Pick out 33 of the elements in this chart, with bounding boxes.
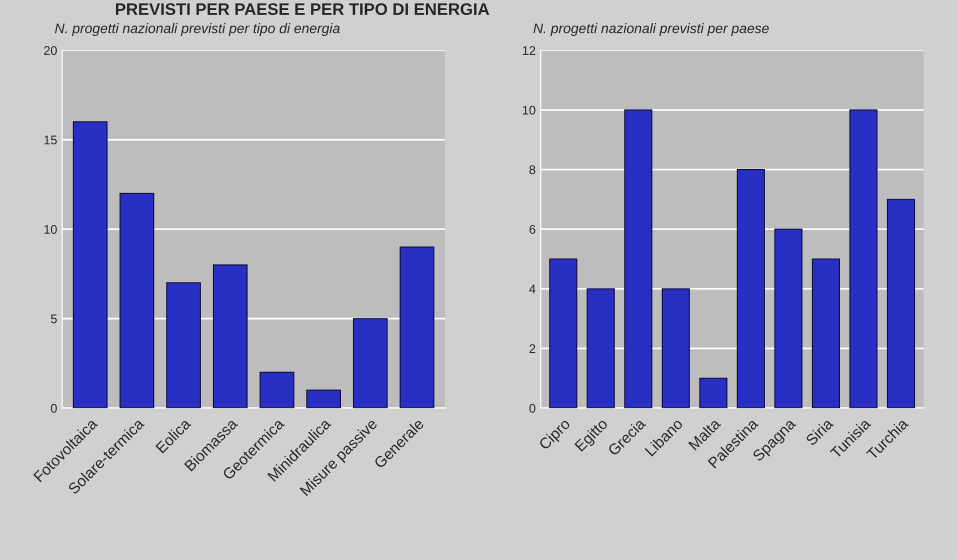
chart-title: N. progetti nazionali previsti per paese (533, 23, 769, 36)
bar (352, 318, 388, 408)
bar (166, 282, 201, 408)
y-tick-label: 10 (44, 224, 57, 234)
y-tick-label: 0 (529, 404, 536, 413)
y-tick-label: 20 (44, 46, 57, 55)
bar (624, 109, 652, 408)
bar (306, 390, 341, 408)
bar (260, 372, 294, 408)
bar (586, 288, 615, 408)
bar (549, 258, 578, 408)
bar (120, 192, 154, 408)
y-tick-label: 4 (529, 284, 536, 294)
text: PREVISTI PER PAESE E PER TIPO DI ENERGIA (116, 3, 490, 16)
bar (736, 169, 765, 408)
bar (400, 246, 434, 408)
bar (212, 264, 248, 408)
y-tick-label: 15 (44, 136, 57, 144)
y-tick-label: 5 (50, 314, 57, 324)
y-tick-label: 6 (530, 224, 536, 234)
chart-title: N. progetti nazionali previsti per tipo di energia (54, 23, 340, 36)
bar (662, 288, 690, 408)
y-tick-label: 10 (522, 106, 536, 115)
bar (774, 228, 802, 408)
y-tick-label: 12 (522, 46, 536, 55)
bar (72, 121, 108, 408)
bar (849, 109, 878, 408)
bar (812, 258, 840, 408)
y-tick-label: 0 (50, 404, 57, 413)
y-tick-label: 8 (529, 165, 536, 174)
bar (699, 378, 728, 408)
bar (886, 198, 916, 408)
y-tick-label: 2 (530, 344, 536, 353)
